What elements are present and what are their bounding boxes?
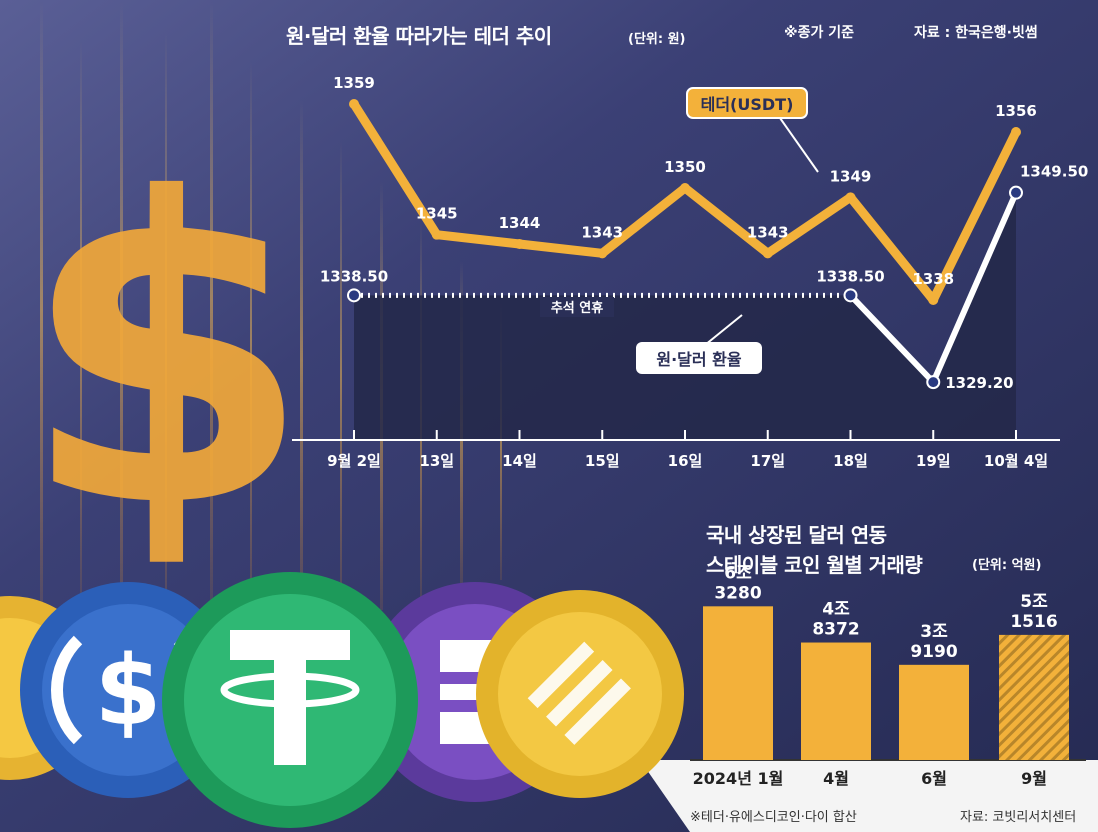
x-tick-label: 15일 <box>585 452 620 470</box>
bar-value-label: 8372 <box>812 620 859 640</box>
bar-category-label: 6월 <box>921 769 947 788</box>
x-tick-label: 9월 2일 <box>327 452 381 470</box>
tether-coin-icon <box>162 572 418 828</box>
tether-legend-box <box>686 87 808 119</box>
tether-data-label: 1345 <box>416 205 458 223</box>
x-tick-label: 10월 4일 <box>984 452 1048 470</box>
krw-data-label: 1329.20 <box>945 374 1013 392</box>
bar-category-label: 2024년 1월 <box>693 769 784 788</box>
dollar-sign-icon: $ <box>20 111 312 600</box>
krw-point <box>347 288 361 303</box>
bar-chart-title-line1: 국내 상장된 달러 연동 <box>706 523 887 547</box>
tether-data-label: 1349 <box>830 167 872 185</box>
krw-legend-pointer <box>704 314 743 346</box>
line-chart-title: 원·달러 환율 따라가는 테더 추이 <box>286 24 552 48</box>
bar-value-label: 1516 <box>1010 612 1057 632</box>
tether-point <box>845 192 856 203</box>
x-tick-label: 19일 <box>916 452 951 470</box>
footer-note: ※테더·유에스디코인·다이 합산 <box>690 810 857 825</box>
tether-data-label: 1344 <box>499 214 541 232</box>
binance-usd-coin-icon <box>476 590 684 798</box>
x-tick-label: 14일 <box>502 452 537 470</box>
tether-data-label: 1359 <box>333 74 375 92</box>
krw-legend-label: 원·달러 환율 <box>656 350 742 369</box>
bar <box>999 634 1069 760</box>
tether-data-label: 1350 <box>664 158 706 176</box>
svg-text:$: $ <box>95 635 162 747</box>
footer-source: 자료: 코빗리서치센터 <box>960 810 1077 825</box>
bar-chart-unit: (단위: 억원) <box>972 558 1042 573</box>
bar <box>899 664 969 760</box>
krw-point <box>926 375 941 390</box>
tether-point <box>762 248 773 259</box>
x-tick-label: 17일 <box>750 452 785 470</box>
bar-category-label: 4월 <box>823 769 849 788</box>
line-chart: 9월 2일 13일 14일 15일 16일 17일 18일 19일 10월 4일 1359 134… <box>292 74 1088 470</box>
bar <box>703 606 773 760</box>
tether-point <box>1011 127 1021 137</box>
krw-point <box>843 288 858 303</box>
krw-legend-box <box>636 342 762 374</box>
tether-legend-pointer <box>779 117 819 173</box>
bar-value-label: 3조 <box>920 622 948 642</box>
krw-data-label: 1338.50 <box>320 267 388 285</box>
krw-data-label: 1338.50 <box>816 267 884 285</box>
line-chart-note: ※종가 기준 <box>784 25 855 41</box>
bar-value-label: 5조 <box>1020 592 1048 612</box>
bar <box>801 642 871 760</box>
bar-value-label: 4조 <box>822 600 850 620</box>
bar-category-label: 9월 <box>1021 769 1047 788</box>
bar-chart-title-line2: 스테이블 코인 월별 거래량 <box>706 553 923 577</box>
x-tick-label: 16일 <box>668 452 703 470</box>
tether-data-label: 1343 <box>747 223 789 241</box>
bar-value-label: 6조 <box>724 563 752 583</box>
holiday-annotation: 추석 연휴 <box>551 300 603 316</box>
line-chart-unit: (단위: 원) <box>628 32 686 47</box>
tether-point <box>597 248 608 259</box>
tether-point <box>431 229 442 240</box>
bar-value-label: 9190 <box>910 642 957 662</box>
svg-text:$: $ <box>20 111 312 600</box>
krw-data-label: 1349.50 <box>1020 163 1088 181</box>
x-tick-label: 13일 <box>419 452 454 470</box>
tether-data-label: 1338 <box>912 270 954 288</box>
tether-data-label: 1356 <box>995 102 1037 120</box>
tether-point <box>349 99 359 109</box>
tether-legend-label: 테더(USDT) <box>701 95 794 114</box>
krw-area <box>354 192 1016 440</box>
krw-point <box>1009 185 1023 200</box>
tether-point <box>680 183 690 193</box>
tether-data-label: 1343 <box>581 223 623 241</box>
holiday-annotation-bg <box>540 297 614 317</box>
tether-point <box>514 239 525 249</box>
line-chart-source: 자료 : 한국은행·빗썸 <box>914 25 1038 41</box>
tether-point <box>928 295 939 305</box>
x-tick-label: 18일 <box>833 452 868 470</box>
bar-value-label: 3280 <box>714 583 761 603</box>
bar-chart-title: 국내 상장된 달러 연동 스테이블 코인 월별 거래량 <box>706 520 923 580</box>
